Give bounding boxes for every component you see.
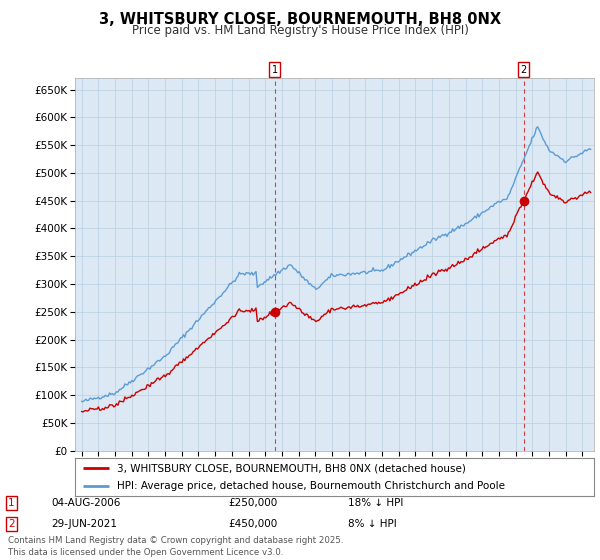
Text: 3, WHITSBURY CLOSE, BOURNEMOUTH, BH8 0NX (detached house): 3, WHITSBURY CLOSE, BOURNEMOUTH, BH8 0NX… bbox=[116, 463, 466, 473]
Text: 1: 1 bbox=[272, 64, 278, 74]
Text: 29-JUN-2021: 29-JUN-2021 bbox=[51, 519, 117, 529]
Text: Contains HM Land Registry data © Crown copyright and database right 2025.
This d: Contains HM Land Registry data © Crown c… bbox=[8, 536, 343, 557]
Text: 3, WHITSBURY CLOSE, BOURNEMOUTH, BH8 0NX: 3, WHITSBURY CLOSE, BOURNEMOUTH, BH8 0NX bbox=[99, 12, 501, 27]
Text: HPI: Average price, detached house, Bournemouth Christchurch and Poole: HPI: Average price, detached house, Bour… bbox=[116, 481, 505, 491]
Text: 2: 2 bbox=[8, 519, 14, 529]
Text: 1: 1 bbox=[8, 498, 14, 508]
Text: 2: 2 bbox=[521, 64, 527, 74]
Text: Price paid vs. HM Land Registry's House Price Index (HPI): Price paid vs. HM Land Registry's House … bbox=[131, 24, 469, 36]
Text: £450,000: £450,000 bbox=[228, 519, 277, 529]
Text: 8% ↓ HPI: 8% ↓ HPI bbox=[348, 519, 397, 529]
Text: 04-AUG-2006: 04-AUG-2006 bbox=[51, 498, 121, 508]
Text: 18% ↓ HPI: 18% ↓ HPI bbox=[348, 498, 403, 508]
Text: £250,000: £250,000 bbox=[228, 498, 277, 508]
